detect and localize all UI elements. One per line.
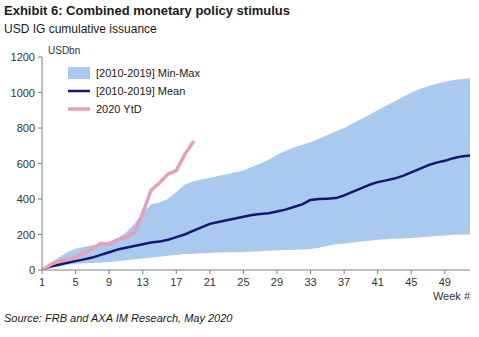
- x-tick: [176, 270, 177, 274]
- y-tick-label: 1200: [11, 51, 35, 63]
- x-tick: [276, 270, 277, 274]
- legend-swatch: [68, 90, 90, 93]
- x-tick-label: 13: [137, 276, 149, 288]
- legend-label: [2010-2019] Min-Max: [96, 67, 200, 79]
- legend-swatch: [68, 107, 90, 111]
- x-axis-label: Week #: [433, 290, 471, 302]
- series-line: [42, 156, 470, 270]
- title: Exhibit 6: Combined monetary policy stim…: [4, 3, 290, 18]
- x-tick-label: 33: [304, 276, 316, 288]
- x-tick: [142, 270, 143, 274]
- x-tick: [42, 270, 43, 274]
- x-tick-label: 1: [39, 276, 45, 288]
- y-tick-label: 0: [29, 264, 35, 276]
- y-tick: [38, 57, 42, 58]
- x-tick: [109, 270, 110, 274]
- legend-label: [2010-2019] Mean: [96, 85, 185, 97]
- source: Source: FRB and AXA IM Research, May 202…: [4, 312, 233, 324]
- y-tick-label: 1000: [11, 87, 35, 99]
- series-line: [42, 142, 193, 270]
- subtitle: USD IG cumulative issuance: [4, 22, 157, 36]
- legend-label: 2020 YtD: [96, 103, 142, 115]
- y-tick: [38, 163, 42, 164]
- x-tick: [377, 270, 378, 274]
- y-tick-label: 800: [17, 122, 35, 134]
- x-tick-label: 21: [204, 276, 216, 288]
- legend-swatch: [68, 67, 90, 79]
- x-axis: [42, 270, 470, 271]
- x-tick: [444, 270, 445, 274]
- x-tick: [344, 270, 345, 274]
- x-tick-label: 9: [106, 276, 112, 288]
- min-max-band: [42, 78, 470, 270]
- x-tick-label: 29: [271, 276, 283, 288]
- x-tick-label: 17: [170, 276, 182, 288]
- x-tick: [209, 270, 210, 274]
- x-tick-label: 5: [73, 276, 79, 288]
- x-tick-label: 37: [338, 276, 350, 288]
- plot-area: [42, 78, 470, 270]
- y-axis-label: USDbn: [48, 45, 80, 56]
- x-tick-label: 45: [405, 276, 417, 288]
- x-tick-label: 25: [237, 276, 249, 288]
- x-tick: [243, 270, 244, 274]
- chart: Exhibit 6: Combined monetary policy stim…: [0, 0, 479, 337]
- x-tick: [75, 270, 76, 274]
- y-tick-label: 400: [17, 193, 35, 205]
- y-tick: [38, 234, 42, 235]
- x-tick-label: 49: [439, 276, 451, 288]
- x-tick: [411, 270, 412, 274]
- y-tick: [38, 128, 42, 129]
- x-tick: [310, 270, 311, 274]
- y-tick: [38, 92, 42, 93]
- y-tick-label: 600: [17, 158, 35, 170]
- y-tick: [38, 270, 42, 271]
- y-tick-label: 200: [17, 229, 35, 241]
- y-tick: [38, 199, 42, 200]
- x-tick-label: 41: [372, 276, 384, 288]
